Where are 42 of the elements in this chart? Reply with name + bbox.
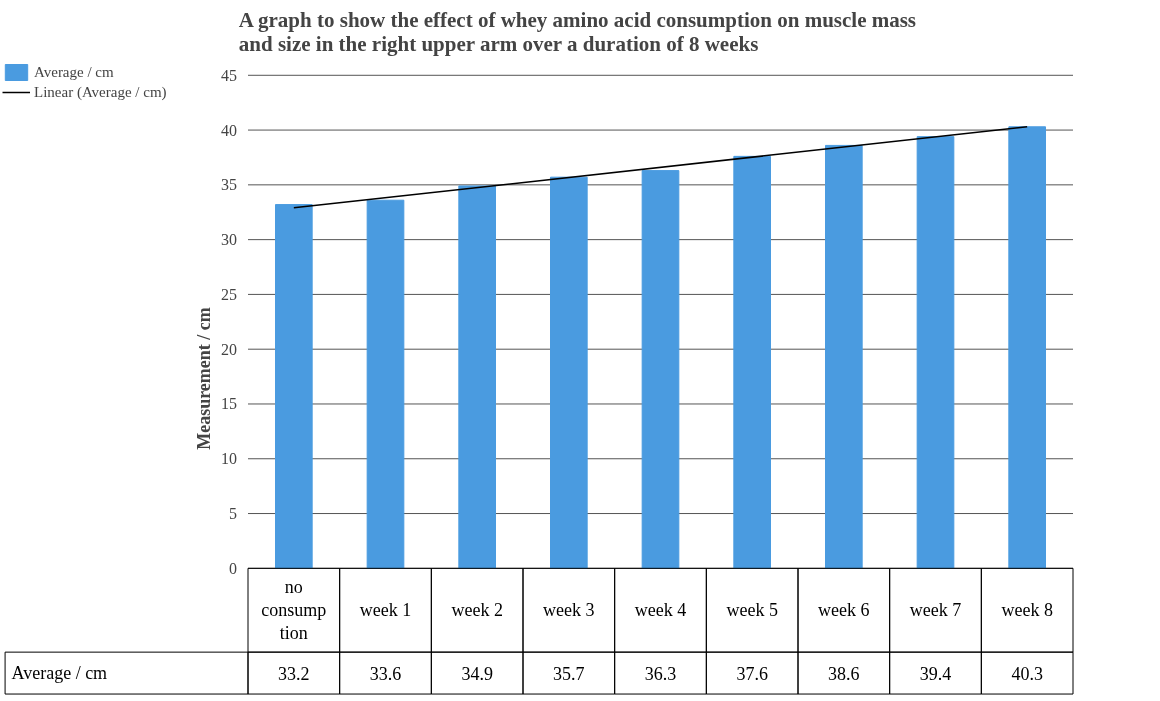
data-label: 38.6 [828, 663, 860, 684]
y-axis-title: Measurement / cm [193, 307, 214, 450]
data-label: 37.6 [736, 663, 768, 684]
y-tick-label: 0 [229, 559, 237, 577]
x-tick-label: no consumption [261, 577, 327, 644]
y-tick-label: 10 [221, 450, 237, 468]
x-tick-label: week 7 [909, 600, 962, 621]
text: Average / cm [11, 663, 108, 684]
y-tick-label: 45 [221, 66, 237, 84]
y-tick-label: 30 [221, 231, 237, 249]
data-label: 33.2 [278, 663, 310, 684]
x-tick-label: week 2 [451, 600, 503, 621]
x-tick-label: week 4 [634, 600, 687, 621]
bar [1008, 126, 1046, 569]
bar [275, 204, 313, 569]
bar [825, 144, 863, 569]
x-tick-label: week 3 [543, 600, 595, 621]
data-label: 39.4 [919, 663, 952, 684]
x-tick-label: week 6 [818, 600, 870, 621]
bar [458, 185, 496, 569]
bar [641, 170, 680, 569]
data-label: 36.3 [644, 663, 677, 684]
y-tick-label: 15 [221, 395, 237, 413]
y-tick-label: 25 [221, 285, 237, 303]
bar [916, 136, 955, 569]
y-tick-label: 40 [221, 121, 237, 139]
legend-label: Average / cm [34, 63, 114, 81]
legend-label: Linear (Average / cm) [34, 83, 167, 101]
x-tick-label: week 5 [726, 600, 778, 621]
data-label: 40.3 [1011, 663, 1043, 684]
bar [733, 155, 771, 569]
bar [550, 176, 588, 569]
y-tick-label: 5 [229, 505, 237, 523]
y-tick-label: 20 [221, 340, 237, 358]
data-label: 34.9 [461, 663, 493, 684]
data-label: 35.7 [553, 663, 585, 684]
x-tick-label: week 1 [359, 600, 412, 621]
x-tick-label: week 8 [1001, 600, 1053, 621]
bar [366, 199, 405, 569]
chart-title: A graph to show the effect of whey amino acid consumption on muscle mass and size in the right upper arm over a duration of 8 weeks [238, 7, 917, 56]
y-tick-label: 35 [221, 176, 237, 194]
data-label: 33.6 [369, 663, 402, 684]
